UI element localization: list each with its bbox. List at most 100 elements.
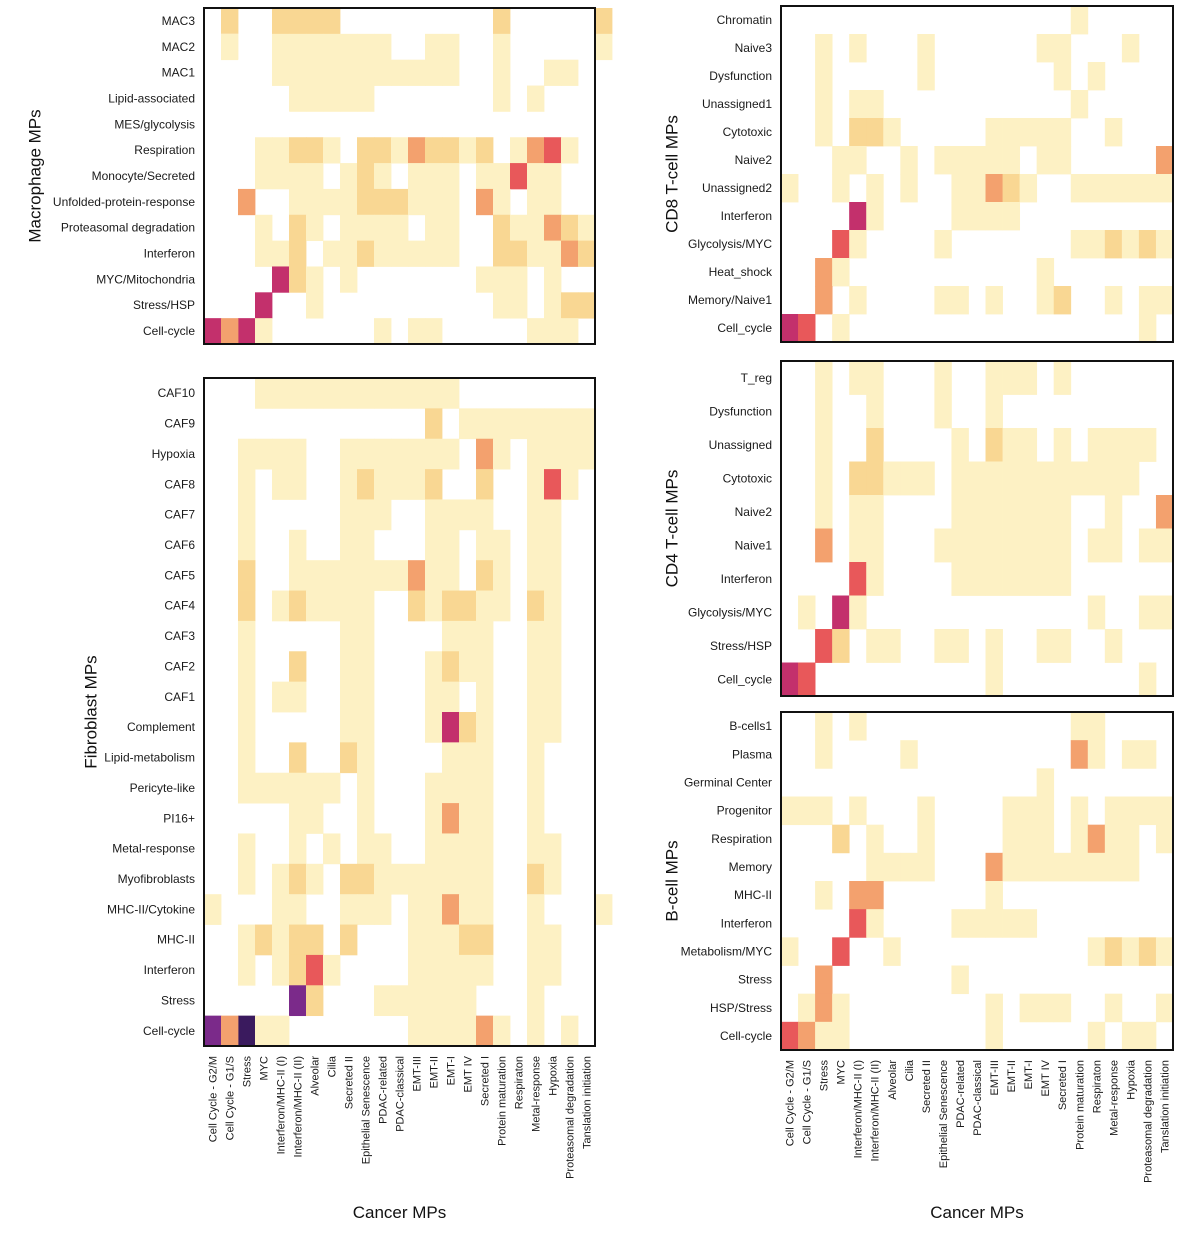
column-label: PDAC-related	[378, 1056, 390, 1124]
heatmap-cell	[238, 742, 256, 774]
heatmap-cell	[289, 469, 307, 500]
heatmap-cell	[1053, 562, 1072, 596]
heatmap-cell	[340, 85, 358, 112]
heatmap-cell	[442, 163, 460, 190]
heatmap-cell	[832, 230, 850, 259]
heatmap-cell	[866, 909, 884, 938]
heatmap-cell	[951, 202, 969, 231]
heatmap-cell	[1155, 528, 1174, 563]
heatmap-cell	[476, 620, 494, 652]
heatmap-cell	[289, 954, 307, 986]
column-label: EMT-III	[412, 1056, 424, 1091]
column-label: Protein maturation	[1074, 1060, 1086, 1150]
row-label: Dysfunction	[709, 404, 772, 418]
heatmap-cell	[493, 163, 511, 190]
row-label: T_reg	[741, 371, 772, 385]
row-label: CAF9	[164, 417, 195, 431]
column-label: Proteasomal degradation	[565, 1056, 577, 1179]
heatmap-cell	[357, 469, 375, 500]
heatmap-cell	[306, 33, 324, 61]
heatmap-cell	[815, 118, 833, 147]
heatmap-cell	[221, 318, 239, 345]
heatmap-cell	[272, 378, 290, 409]
heatmap-cell	[968, 562, 986, 596]
heatmap-cell	[527, 620, 545, 652]
heatmap-cell	[815, 394, 833, 429]
heatmap-cell	[408, 1015, 426, 1047]
column-label: Hypoxia	[1125, 1059, 1137, 1100]
heatmap-cell	[340, 529, 358, 561]
heatmap-cell	[425, 1015, 443, 1047]
heatmap-cell	[1019, 118, 1038, 147]
heatmap-cell	[866, 495, 884, 529]
heatmap-cell	[815, 740, 833, 769]
heatmap-cell	[476, 1015, 494, 1047]
heatmap-cell	[1036, 118, 1055, 147]
heatmap-cell	[934, 394, 952, 429]
heatmap-cell	[391, 59, 409, 86]
heatmap-cell	[459, 742, 477, 774]
heatmap-cell	[272, 469, 290, 500]
row-label: MHC-II	[734, 888, 772, 902]
heatmap-cell	[1138, 528, 1157, 563]
heatmap-cell	[459, 863, 477, 895]
heatmap-cell	[815, 629, 833, 663]
row-label: Interferon	[144, 247, 195, 261]
heatmap-cell	[1104, 461, 1123, 496]
heatmap-cell	[1121, 937, 1140, 966]
heatmap-cell	[849, 286, 867, 315]
heatmap-cell	[442, 137, 460, 164]
heatmap-cell	[425, 590, 443, 622]
heatmap-cell	[425, 681, 443, 713]
heatmap-cell	[1155, 286, 1174, 315]
heatmap-cell	[1053, 62, 1072, 91]
heatmap-cell	[272, 681, 290, 713]
fibroblast-x-axis-title: Cancer MPs	[353, 1203, 447, 1222]
row-label: HSP/Stress	[710, 1001, 772, 1015]
heatmap-cell	[340, 378, 358, 409]
heatmap-cell	[340, 499, 358, 531]
heatmap-cell	[340, 651, 358, 683]
heatmap-cell	[527, 651, 545, 683]
heatmap-cell	[408, 318, 426, 345]
heatmap-cell	[985, 881, 1003, 910]
heatmap-cell	[408, 137, 426, 164]
heatmap-cell	[289, 188, 307, 216]
heatmap-cell	[934, 361, 952, 395]
heatmap-cell	[985, 528, 1003, 563]
row-label: Stress/HSP	[133, 298, 195, 312]
heatmap-cell	[272, 954, 290, 986]
row-label: Stress	[738, 973, 772, 987]
heatmap-cell	[866, 562, 884, 596]
heatmap-cell	[391, 240, 409, 267]
heatmap-cell	[493, 438, 511, 470]
heatmap-cell	[1002, 909, 1021, 938]
heatmap-cell	[493, 590, 511, 622]
heatmap-cell	[357, 163, 375, 190]
heatmap-cell	[340, 924, 358, 956]
heatmap-cell	[1138, 428, 1157, 462]
heatmap-cell	[306, 378, 324, 409]
heatmap-cell	[544, 438, 562, 470]
heatmap-cell	[204, 318, 222, 345]
heatmap-cell	[527, 681, 545, 713]
heatmap-cell	[238, 833, 256, 865]
heatmap-cell	[306, 803, 324, 834]
column-label: Epithelial Senescence	[361, 1056, 373, 1164]
heatmap-cell	[238, 954, 256, 986]
heatmap-cell	[883, 937, 901, 966]
heatmap-cell	[1138, 286, 1157, 315]
heatmap-cell	[340, 681, 358, 713]
heatmap-cell	[391, 469, 409, 500]
heatmap-cell	[204, 1015, 222, 1047]
heatmap-cell	[442, 33, 460, 61]
heatmap-cell	[272, 163, 290, 190]
heatmap-cell	[357, 863, 375, 895]
heatmap-cell	[1121, 461, 1140, 496]
heatmap-cell	[798, 796, 816, 826]
heatmap-cell	[866, 90, 884, 119]
macrophage-frame	[203, 7, 596, 345]
heatmap-cell	[357, 438, 375, 470]
heatmap-cell	[459, 803, 477, 834]
row-label: CAF4	[164, 599, 195, 613]
